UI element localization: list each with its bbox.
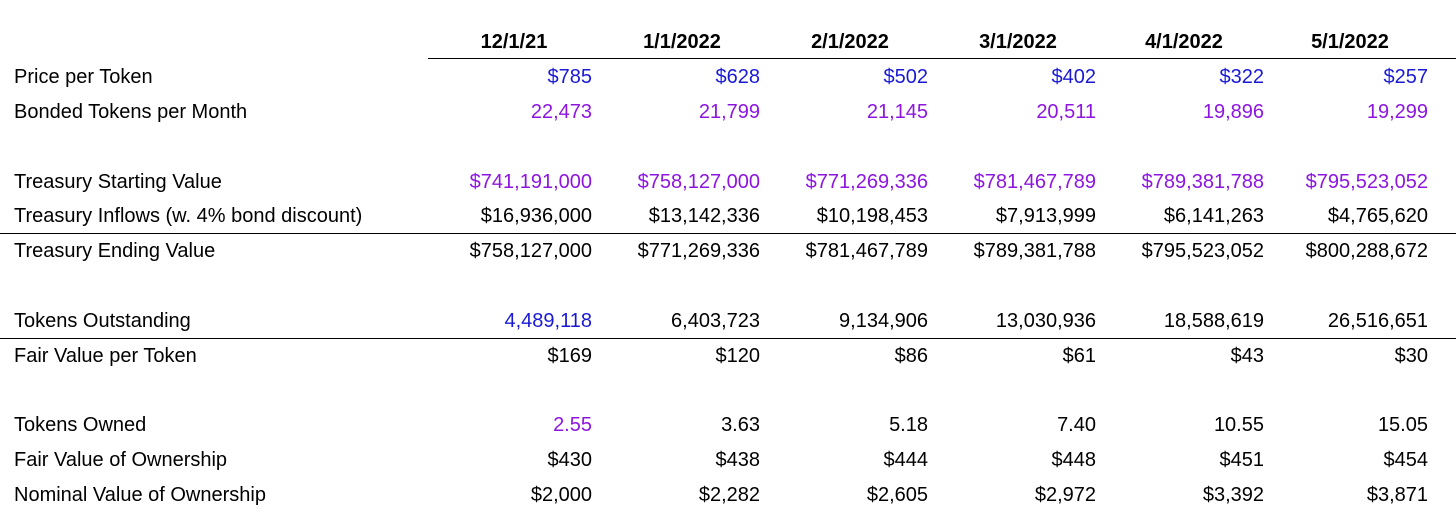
row-fair-value-per-token: Fair Value per Token $169 $120 $86 $61 $… bbox=[0, 339, 1456, 373]
cell: $448 bbox=[1051, 449, 1097, 471]
treasury-total-rule bbox=[0, 233, 1456, 234]
date-header: 1/1/2022 bbox=[643, 31, 721, 53]
date-header: 5/1/2022 bbox=[1311, 31, 1389, 53]
date-header: 2/1/2022 bbox=[811, 31, 889, 53]
cell: $402 bbox=[1051, 66, 1097, 88]
row-label: Nominal Value of Ownership bbox=[14, 484, 266, 506]
cell: 20,511 bbox=[1036, 101, 1096, 123]
cell: $758,127,000 bbox=[469, 240, 592, 262]
cell: $451 bbox=[1219, 449, 1265, 471]
row-price-per-token: Price per Token $785 $628 $502 $402 $322… bbox=[0, 60, 1456, 94]
cell: $785 bbox=[547, 66, 593, 88]
cell: 10.55 bbox=[1213, 414, 1264, 436]
row-label: Tokens Outstanding bbox=[14, 310, 191, 332]
cell: $789,381,788 bbox=[1141, 171, 1264, 193]
cell: 7.40 bbox=[1057, 414, 1096, 436]
row-bonded-tokens: Bonded Tokens per Month 22,473 21,799 21… bbox=[0, 95, 1456, 129]
cell: $438 bbox=[715, 449, 761, 471]
row-label: Fair Value of Ownership bbox=[14, 449, 228, 471]
cell: 13,030,936 bbox=[995, 310, 1096, 332]
cell: $4,765,620 bbox=[1327, 205, 1428, 227]
cell: 19,896 bbox=[1202, 101, 1264, 123]
cell: $30 bbox=[1394, 345, 1428, 367]
cell: $795,523,052 bbox=[1141, 240, 1264, 262]
cell: 4,489,118 bbox=[504, 310, 593, 332]
cell: 21,145 bbox=[866, 101, 928, 123]
cell: 3.63 bbox=[721, 414, 760, 436]
cell: $257 bbox=[1383, 66, 1429, 88]
cell: $771,269,336 bbox=[637, 240, 760, 262]
row-tokens-outstanding: Tokens Outstanding 4,489,118 6,403,723 9… bbox=[0, 304, 1456, 338]
cell: $3,871 bbox=[1366, 484, 1428, 506]
cell: $6,141,263 bbox=[1163, 205, 1264, 227]
row-label: Tokens Owned bbox=[14, 414, 147, 436]
cell: $10,198,453 bbox=[816, 205, 928, 227]
row-label: Price per Token bbox=[14, 66, 153, 88]
cell: $628 bbox=[715, 66, 761, 88]
cell: 15.05 bbox=[1377, 414, 1428, 436]
cell: $2,972 bbox=[1034, 484, 1096, 506]
cell: $120 bbox=[715, 345, 761, 367]
row-label: Treasury Starting Value bbox=[14, 171, 222, 193]
date-header: 12/1/21 bbox=[480, 31, 548, 53]
cell: 18,588,619 bbox=[1163, 310, 1264, 332]
tokens-total-rule bbox=[0, 338, 1456, 339]
cell: $800,288,672 bbox=[1305, 240, 1428, 262]
cell: $430 bbox=[547, 449, 593, 471]
cell: $169 bbox=[547, 345, 593, 367]
cell: $13,142,336 bbox=[648, 205, 760, 227]
cell: 5.18 bbox=[889, 414, 928, 436]
cell: $43 bbox=[1230, 345, 1264, 367]
cell: 2.55 bbox=[553, 414, 592, 436]
cell: $2,605 bbox=[866, 484, 928, 506]
cell: $322 bbox=[1219, 66, 1265, 88]
row-label: Treasury Ending Value bbox=[14, 240, 216, 262]
cell: $795,523,052 bbox=[1305, 171, 1428, 193]
row-label: Treasury Inflows (w. 4% bond discount) bbox=[14, 205, 363, 227]
cell: 22,473 bbox=[530, 101, 592, 123]
cell: $781,467,789 bbox=[973, 171, 1096, 193]
header-underline bbox=[428, 58, 1456, 59]
header-row: 12/1/21 1/1/2022 2/1/2022 3/1/2022 4/1/2… bbox=[0, 25, 1456, 59]
row-treasury-inflows: Treasury Inflows (w. 4% bond discount) $… bbox=[0, 199, 1456, 233]
row-label: Fair Value per Token bbox=[14, 345, 197, 367]
cell: $789,381,788 bbox=[973, 240, 1096, 262]
cell: 9,134,906 bbox=[839, 310, 928, 332]
cell: $758,127,000 bbox=[637, 171, 760, 193]
row-nominal-value-of-ownership: Nominal Value of Ownership $2,000 $2,282… bbox=[0, 478, 1456, 512]
cell: $2,282 bbox=[698, 484, 760, 506]
row-fair-value-of-ownership: Fair Value of Ownership $430 $438 $444 $… bbox=[0, 443, 1456, 477]
date-header: 4/1/2022 bbox=[1145, 31, 1223, 53]
row-label: Bonded Tokens per Month bbox=[14, 101, 248, 123]
row-treasury-ending-value: Treasury Ending Value $758,127,000 $771,… bbox=[0, 234, 1456, 268]
cell: $741,191,000 bbox=[469, 171, 592, 193]
cell: 19,299 bbox=[1366, 101, 1428, 123]
cell: $16,936,000 bbox=[480, 205, 592, 227]
cell: 6,403,723 bbox=[671, 310, 760, 332]
date-header: 3/1/2022 bbox=[979, 31, 1057, 53]
row-treasury-starting-value: Treasury Starting Value $741,191,000 $75… bbox=[0, 165, 1456, 199]
cell: $502 bbox=[883, 66, 929, 88]
cell: $781,467,789 bbox=[805, 240, 928, 262]
cell: $454 bbox=[1383, 449, 1429, 471]
cell: $61 bbox=[1062, 345, 1096, 367]
cell: $771,269,336 bbox=[805, 171, 928, 193]
cell: $86 bbox=[894, 345, 928, 367]
cell: $2,000 bbox=[530, 484, 592, 506]
cell: 26,516,651 bbox=[1327, 310, 1428, 332]
row-tokens-owned: Tokens Owned 2.55 3.63 5.18 7.40 10.55 1… bbox=[0, 408, 1456, 442]
cell: 21,799 bbox=[698, 101, 760, 123]
cell: $7,913,999 bbox=[995, 205, 1096, 227]
cell: $444 bbox=[883, 449, 929, 471]
cell: $3,392 bbox=[1202, 484, 1264, 506]
